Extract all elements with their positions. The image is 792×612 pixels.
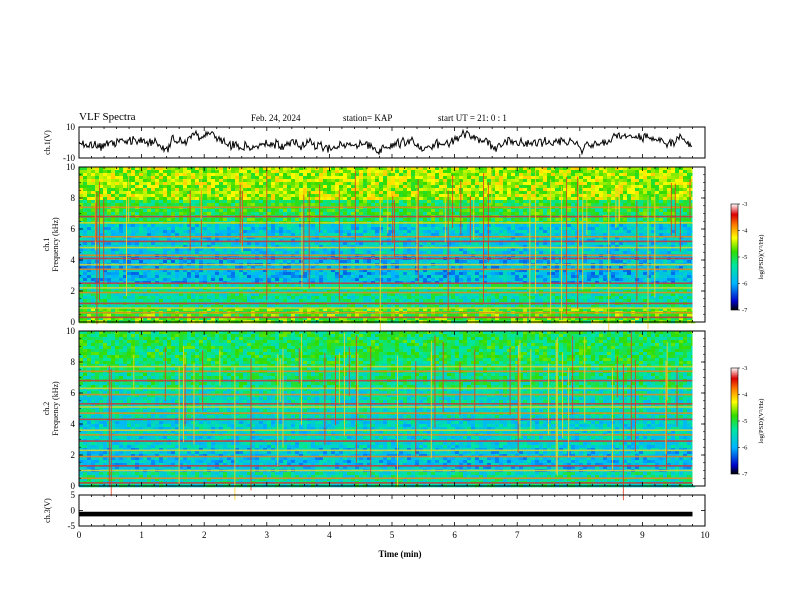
band-11 [79,246,693,249]
band-0 [79,482,693,484]
ylabel-2-a: ch.1 [42,238,51,252]
colorbar-tick-3-0: -3 [742,365,747,372]
band-14 [79,387,693,390]
colorbar-tick-3-3: -6 [742,445,748,452]
band-17 [79,365,693,368]
colorbar-3 [730,367,739,475]
colorbar-label-2: log(PSD)(V²/Hz) [758,235,765,280]
ch3-waveform-band [79,511,693,517]
xtick-label-0: 0 [77,530,82,540]
ytick-label-4-1: 0 [71,506,76,516]
date-label: Feb. 24, 2024 [251,113,301,123]
band-15 [79,379,693,382]
x-axis-label: Time (min) [378,549,421,559]
band-6 [79,440,693,442]
figure-title: VLF Spectra [79,111,136,123]
colorbar-tick-3-2: -5 [742,418,747,425]
band-14 [79,222,693,224]
band-2 [79,469,693,472]
ytick-label-3-0: 0 [71,481,76,491]
band-0 [79,316,693,319]
spectrogram-layer [79,167,705,501]
station-label: station= KAP [343,113,393,123]
ch1-waveform-line [78,128,693,156]
ytick-label-2-3: 6 [71,224,76,234]
band-8 [79,263,693,266]
xtick-label-9: 9 [640,530,645,540]
ytick-label-1-0: 10 [66,122,76,132]
band-13 [79,235,693,238]
ytick-label-3-5: 10 [66,326,76,336]
colorbar-tick-2-1: -4 [742,228,748,235]
ytick-label-3-4: 8 [71,357,76,367]
band-9 [79,418,693,421]
colorbar-tick-2-2: -5 [742,254,747,261]
colorbar-tick-3-4: -7 [742,471,748,478]
band-12 [79,403,693,405]
colorbar-tick-2-3: -6 [742,281,748,288]
ytick-label-2-1: 2 [71,286,76,296]
ytick-label-2-4: 8 [71,193,76,203]
xtick-label-10: 10 [701,530,711,540]
colorbar-tick-2-4: -7 [742,307,748,314]
band-7 [79,434,693,436]
band-3 [79,302,693,305]
ylabel-4: ch.3(V) [43,498,52,523]
band-1 [79,311,693,314]
band-2 [79,307,693,309]
ytick-label-2-0: 0 [71,317,76,327]
band-7 [79,268,693,271]
band-12 [79,240,693,243]
xtick-label-7: 7 [515,530,520,540]
band-16 [79,206,693,209]
band-9 [79,257,693,260]
colorbar-2 [730,203,739,311]
colorbar-tick-2-0: -3 [742,201,747,208]
band-5 [79,287,693,289]
xtick-label-4: 4 [327,530,332,540]
spectrogram-3 [79,331,705,501]
ytick-label-3-2: 4 [71,419,76,429]
band-1 [79,477,693,480]
ytick-label-2-2: 4 [71,255,76,265]
panel-frame-4 [78,494,706,527]
colorbar-label-3: log(PSD)(V²/Hz) [758,399,765,444]
ytick-label-2-5: 10 [66,162,76,172]
band-10 [79,254,693,257]
spectrogram-2 [79,167,705,340]
ylabel-3-b: Frequency (kHz) [51,381,60,436]
ytick-label-4-2: -5 [68,521,76,531]
ylabel-3-a: ch.2 [42,402,51,416]
band-11 [79,406,693,408]
band-8 [79,429,693,431]
start-time-label: start UT = 21: 0 : 1 [438,113,507,123]
ytick-label-3-1: 2 [71,450,76,460]
band-5 [79,449,693,452]
band-13 [79,393,693,396]
xtick-label-8: 8 [578,530,583,540]
band-4 [79,455,693,458]
colorbar-tick-3-1: -4 [742,392,748,399]
ytick-label-4-0: 5 [71,490,76,500]
band-16 [79,370,693,373]
band-3 [79,465,693,467]
ylabel-2-b: Frequency (kHz) [51,217,60,272]
band-4 [79,291,693,294]
ylabel-1: ch.1(V) [43,130,52,155]
xtick-label-5: 5 [390,530,395,540]
band-6 [79,282,693,285]
waveform-layer [78,128,693,517]
band-10 [79,412,693,414]
ytick-label-1-1: -10 [63,153,75,163]
band-15 [79,215,693,218]
xtick-label-1: 1 [139,530,144,540]
xtick-label-3: 3 [265,530,270,540]
xtick-label-2: 2 [202,530,207,540]
xtick-label-6: 6 [452,530,457,540]
ytick-label-3-3: 6 [71,388,76,398]
